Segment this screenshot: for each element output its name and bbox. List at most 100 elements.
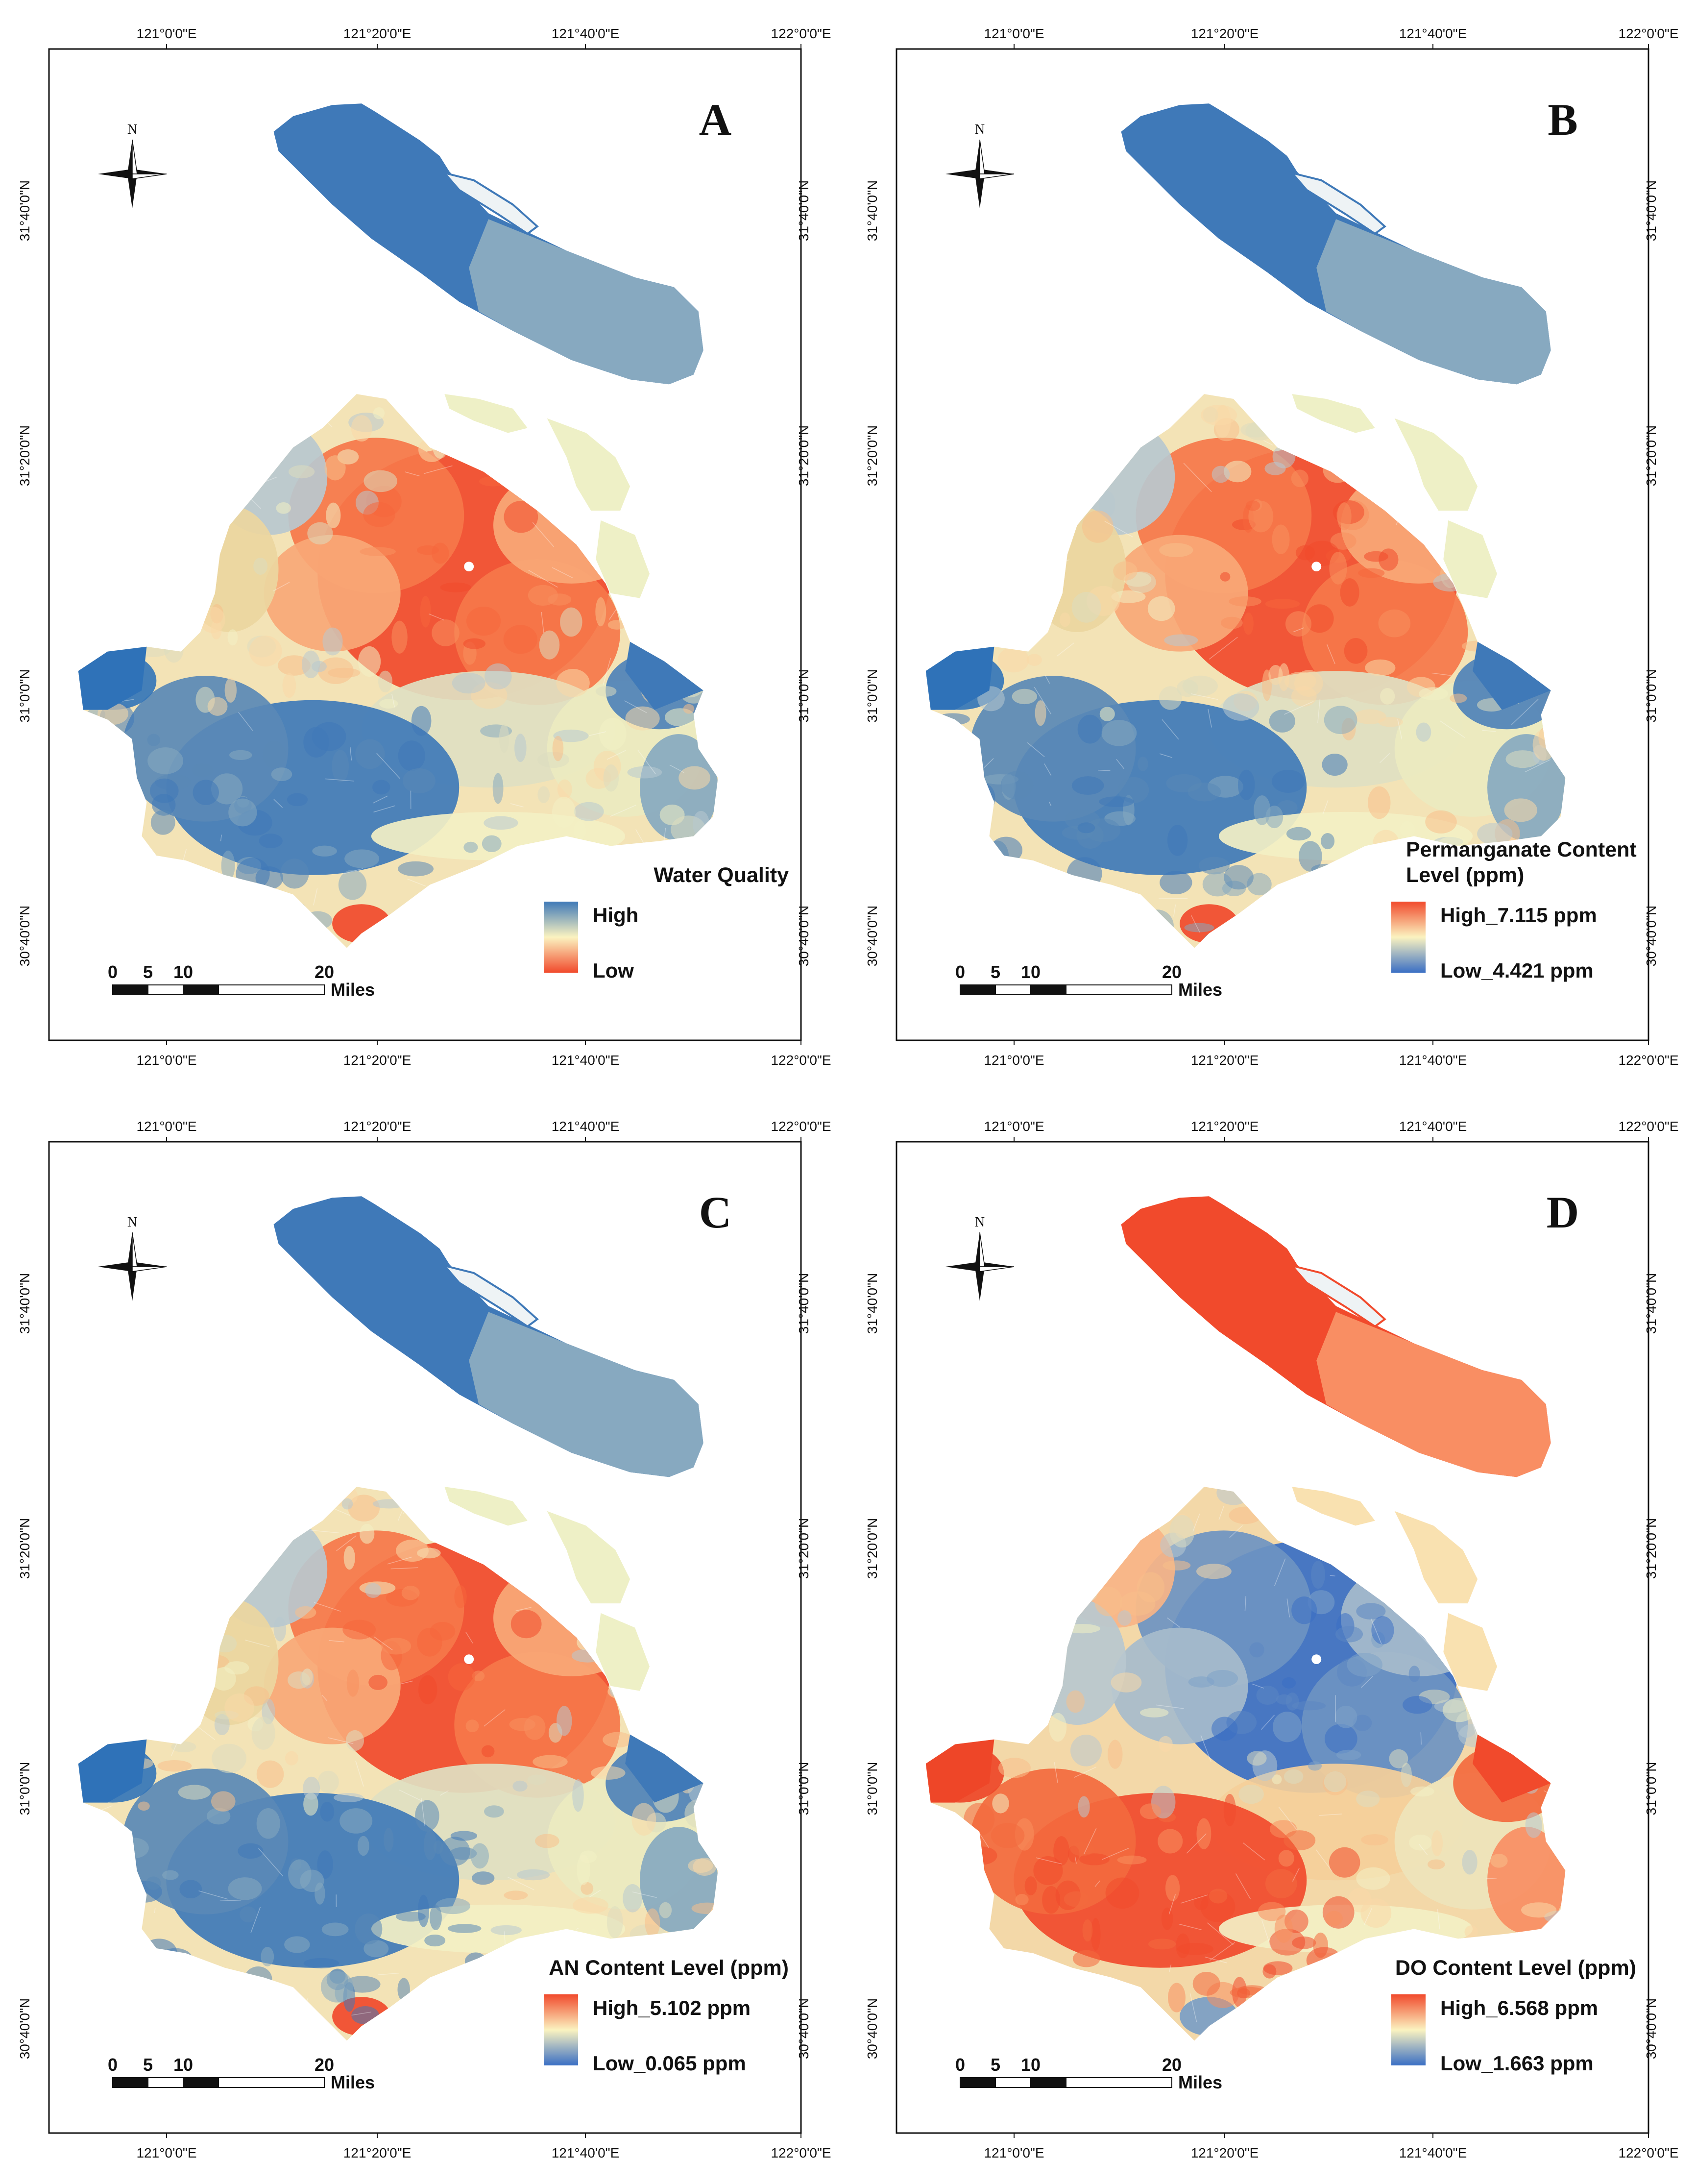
district-boundary bbox=[979, 1834, 990, 1848]
district-boundary bbox=[1397, 719, 1403, 740]
scale-tick-label: 5 bbox=[991, 962, 1000, 982]
district-boundary bbox=[1207, 1922, 1234, 1945]
district-patch bbox=[1276, 1694, 1292, 1705]
district-patch bbox=[1209, 1889, 1228, 1904]
district-patch bbox=[1196, 1564, 1232, 1579]
district-patch bbox=[1335, 1626, 1363, 1643]
district-patch bbox=[157, 1760, 192, 1772]
district-patch bbox=[1295, 545, 1315, 561]
district-boundary bbox=[219, 1899, 242, 1901]
small-island bbox=[1443, 1613, 1497, 1691]
north-arrow-icon bbox=[945, 139, 1015, 208]
district-patch bbox=[346, 1669, 360, 1697]
district-patch bbox=[256, 1760, 284, 1788]
district-patch bbox=[490, 1925, 522, 1936]
district-patch bbox=[552, 797, 576, 828]
district-boundary bbox=[1415, 1630, 1432, 1647]
district-patch bbox=[1094, 1587, 1123, 1617]
district-patch bbox=[271, 767, 292, 782]
district-boundary bbox=[1190, 693, 1218, 700]
district-boundary bbox=[1098, 769, 1111, 771]
district-patch bbox=[397, 861, 434, 877]
latitude-label-right: 31°20'0"N bbox=[796, 425, 811, 487]
district-boundary bbox=[1162, 719, 1179, 740]
district-patch bbox=[251, 1717, 275, 1750]
district-patch bbox=[1378, 717, 1403, 727]
district-patch bbox=[998, 1758, 1031, 1778]
district-patch bbox=[1401, 1763, 1412, 1787]
scale-segment bbox=[147, 2077, 184, 2088]
district-patch bbox=[1101, 720, 1137, 746]
district-patch bbox=[1220, 616, 1243, 629]
district-patch bbox=[1428, 1859, 1445, 1869]
district-patch bbox=[221, 850, 235, 881]
district-patch bbox=[1356, 1791, 1380, 1808]
district-patch bbox=[287, 793, 308, 807]
district-patch bbox=[1049, 1713, 1067, 1742]
district-patch bbox=[1070, 1734, 1102, 1767]
district-patch bbox=[345, 1730, 364, 1751]
district-patch bbox=[659, 1902, 672, 1918]
district-boundary bbox=[1431, 672, 1452, 676]
longitude-label-top: 121°40'0"E bbox=[552, 26, 620, 41]
district-patch bbox=[991, 1823, 1025, 1848]
district-patch bbox=[179, 1880, 202, 1899]
district-patch bbox=[1477, 822, 1513, 845]
district-patch bbox=[1364, 551, 1388, 562]
district-patch bbox=[224, 678, 237, 703]
scale-segment bbox=[112, 984, 148, 995]
latitude-label-right: 31°20'0"N bbox=[1644, 425, 1659, 487]
scale-segment bbox=[995, 984, 1031, 995]
scale-tick-label: 0 bbox=[955, 2055, 965, 2075]
district-boundary bbox=[1229, 1525, 1243, 1538]
district-patch bbox=[1078, 1796, 1090, 1818]
district-boundary bbox=[154, 1908, 156, 1914]
district-patch bbox=[1099, 707, 1115, 721]
legend-low-label: Low_0.065 ppm bbox=[593, 2052, 746, 2075]
district-patch bbox=[572, 1897, 608, 1914]
district-boundary bbox=[465, 1631, 473, 1644]
district-patch bbox=[1105, 1877, 1139, 1909]
district-patch bbox=[1291, 469, 1308, 488]
district-patch bbox=[539, 630, 560, 660]
latitude-label-left: 31°0'0"N bbox=[865, 669, 880, 723]
district-patch bbox=[147, 747, 184, 775]
west-district bbox=[78, 1739, 147, 1803]
district-patch bbox=[1324, 1724, 1357, 1754]
district-boundary bbox=[1326, 644, 1335, 664]
district-patch bbox=[1166, 774, 1202, 793]
district-boundary bbox=[669, 764, 684, 773]
district-patch bbox=[509, 1718, 536, 1731]
small-island bbox=[1394, 1511, 1478, 1604]
district-patch bbox=[1273, 1711, 1302, 1742]
district-patch bbox=[372, 780, 390, 795]
district-patch bbox=[1066, 1690, 1085, 1713]
district-boundary bbox=[606, 750, 626, 760]
district-patch bbox=[1329, 1847, 1360, 1878]
district-patch bbox=[320, 1971, 354, 2003]
district-boundary bbox=[637, 750, 656, 774]
scale-segment bbox=[183, 984, 219, 995]
scale-segment bbox=[112, 2077, 148, 2088]
scale-unit: Miles bbox=[1178, 2072, 1222, 2092]
latitude-label-right: 30°40'0"N bbox=[796, 1998, 811, 2060]
district-patch bbox=[537, 786, 550, 803]
district-patch bbox=[1220, 572, 1231, 582]
lake bbox=[1311, 1654, 1322, 1665]
district-patch bbox=[556, 669, 590, 697]
district-patch bbox=[1324, 1771, 1347, 1792]
district-boundary bbox=[589, 1890, 601, 1898]
longitude-label-bottom: 121°0'0"E bbox=[136, 2145, 196, 2160]
longitude-label-top: 121°20'0"E bbox=[343, 1119, 412, 1134]
latitude-label-left: 31°0'0"N bbox=[865, 1762, 880, 1816]
scale-tick-label: 20 bbox=[315, 2055, 334, 2075]
scale-unit: Miles bbox=[1178, 980, 1222, 1000]
district-boundary bbox=[1094, 1880, 1100, 1887]
district-patch bbox=[1042, 1886, 1061, 1914]
panel-letter: D bbox=[1547, 1187, 1579, 1237]
scale-unit: Miles bbox=[331, 980, 375, 1000]
district-patch bbox=[1263, 1961, 1293, 1975]
district-patch bbox=[256, 1808, 280, 1839]
longitude-label-top: 122°0'0"E bbox=[1618, 1119, 1678, 1134]
district-patch bbox=[1324, 706, 1357, 735]
